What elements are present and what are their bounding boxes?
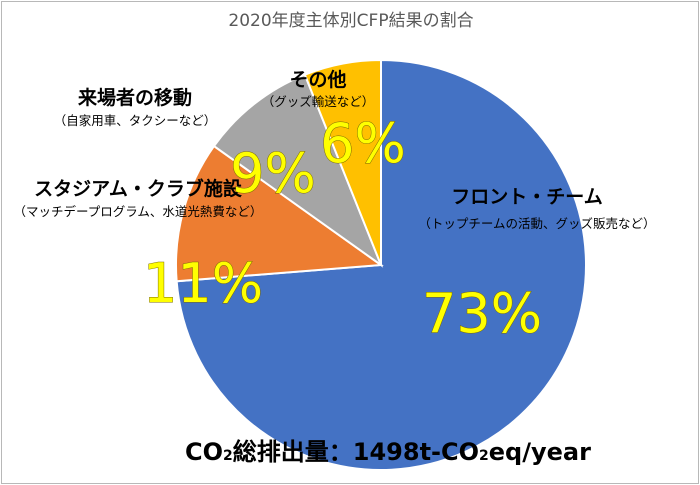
total-emissions-text: CO2総排出量：1498t-CO2eq/year bbox=[185, 438, 591, 466]
pie-slice-stadium bbox=[175, 144, 384, 283]
slice-label-visitors: 来場者の移動 bbox=[78, 86, 192, 109]
footer-sub1: 2 bbox=[223, 448, 233, 464]
slice-value-front: 73% bbox=[422, 282, 542, 345]
footer-suffix: eq/year bbox=[489, 438, 591, 466]
slice-label-stadium: スタジアム・クラブ施設 bbox=[34, 177, 243, 200]
footer-prefix: CO bbox=[185, 438, 223, 466]
slice-sublabel-other: （グッズ輸送など） bbox=[262, 94, 375, 109]
slice-value-other: 6% bbox=[320, 112, 406, 175]
pie-slice-visitors bbox=[212, 73, 384, 268]
slice-sublabel-front: （トップチームの活動、グッズ販売など） bbox=[418, 216, 655, 231]
footer-sub2: 2 bbox=[479, 448, 489, 464]
pie-slices bbox=[175, 58, 587, 471]
slice-value-stadium: 11% bbox=[143, 252, 263, 315]
slice-label-other: その他 bbox=[289, 68, 346, 91]
slice-value-visitors: 9% bbox=[230, 142, 316, 205]
footer-middle: 総排出量：1498t-CO bbox=[233, 438, 479, 466]
pie-slice-other bbox=[303, 58, 382, 266]
slice-sublabel-stadium: （マッチデープログラム、水道光熱費など） bbox=[14, 204, 263, 219]
slice-sublabel-visitors: （自家用車、タクシーなど） bbox=[54, 113, 217, 128]
chart-title: 2020年度主体別CFP結果の割合 bbox=[228, 11, 473, 31]
slice-label-front: フロント・チーム bbox=[451, 186, 602, 208]
